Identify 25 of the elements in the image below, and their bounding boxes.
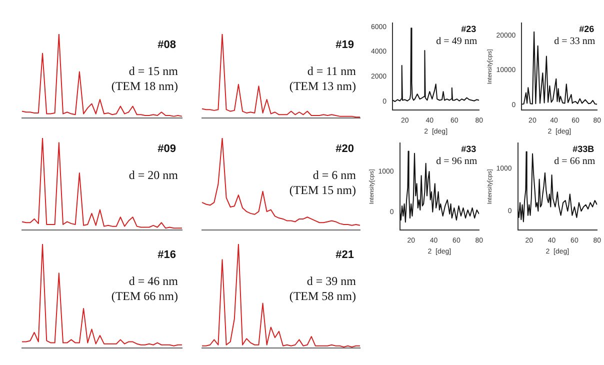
annotation: (TEM 18 nm): [111, 79, 178, 93]
annotation: d = 33 nm: [554, 36, 596, 48]
annotation: #33: [461, 144, 476, 154]
annotation: #20: [336, 143, 354, 155]
annotation: (TEM 13 nm): [289, 79, 356, 93]
annotation: #19: [336, 39, 354, 51]
annotation: d = 46 nm: [128, 274, 179, 288]
annotation: d = 11 nm: [307, 64, 357, 78]
annotation: #09: [158, 143, 176, 155]
annotation: d = 20 nm: [128, 168, 179, 182]
annotation: d = 66 nm: [554, 156, 596, 168]
annotation: #26: [579, 24, 594, 34]
annotation: #16: [158, 249, 176, 261]
annotation: d = 39 nm: [306, 274, 357, 288]
annotation: #33B: [572, 144, 595, 154]
annotation: #21: [336, 249, 354, 261]
annotation: d = 6 nm: [312, 168, 357, 182]
annotation: d = 15 nm: [128, 64, 179, 78]
annotation: d = 49 nm: [436, 36, 478, 48]
annotation: #23: [461, 24, 476, 34]
annotation: (TEM 66 nm): [111, 289, 178, 303]
annotation: d = 96 nm: [436, 156, 478, 168]
annotation: (TEM 15 nm): [289, 183, 356, 197]
annotation: #08: [158, 39, 176, 51]
annotation: (TEM 58 nm): [289, 289, 356, 303]
